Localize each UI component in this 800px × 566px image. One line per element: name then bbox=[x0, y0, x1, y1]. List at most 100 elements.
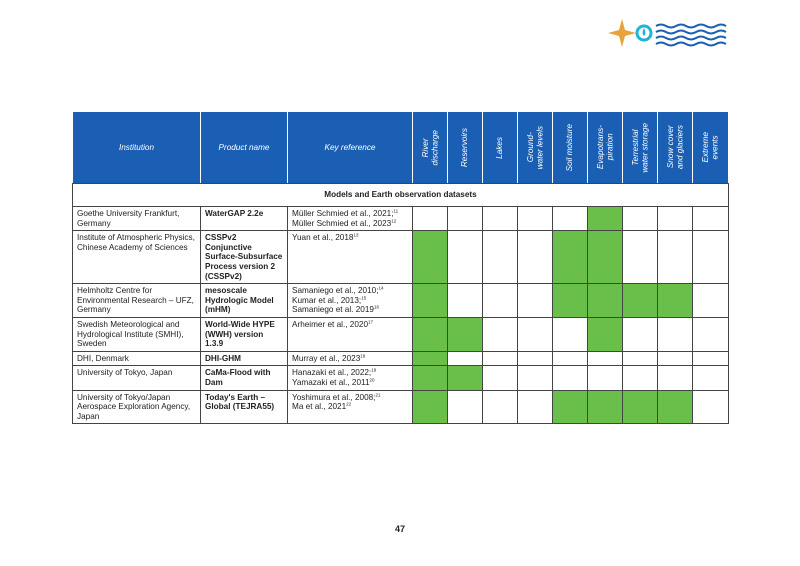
reference-text: Murray et al., 2023 bbox=[292, 353, 361, 363]
coverage-cell bbox=[587, 316, 623, 352]
vertical-label: Lakes bbox=[495, 137, 505, 159]
coverage-cell bbox=[517, 316, 553, 352]
coverage-cell bbox=[482, 230, 518, 285]
coverage-cell bbox=[412, 205, 448, 232]
reference: Yamazaki et al., 201120 bbox=[292, 377, 408, 388]
coverage-cell bbox=[447, 389, 483, 425]
coverage-cell bbox=[552, 350, 588, 367]
coverage-cell bbox=[587, 389, 623, 425]
reference-note: 14 bbox=[378, 285, 384, 291]
column-header: Key reference bbox=[287, 112, 413, 184]
product: CaMa-Flood with Dam bbox=[200, 365, 288, 391]
coverage-cell bbox=[587, 205, 623, 232]
vertical-label: Reservoirs bbox=[460, 128, 470, 167]
indicator-header: Lakes bbox=[482, 112, 518, 184]
reference: Kumar et al., 2013;15 bbox=[292, 295, 408, 306]
coverage-cell bbox=[692, 283, 729, 318]
reference: Hanazaki et al., 2022;19 bbox=[292, 368, 408, 378]
coverage-cell bbox=[482, 365, 518, 391]
coverage-cell bbox=[482, 316, 518, 352]
vertical-label: River discharge bbox=[421, 130, 440, 166]
reference: Yoshimura et al., 2008;21 bbox=[292, 392, 408, 403]
table-row: Helmholtz Centre for Environmental Resea… bbox=[72, 283, 729, 318]
reference-text: Hanazaki et al., 2022; bbox=[292, 368, 372, 378]
coverage-cell bbox=[447, 230, 483, 285]
institution: Helmholtz Centre for Environmental Resea… bbox=[72, 283, 201, 318]
indicator-header: Evapotrans-piration bbox=[587, 112, 623, 184]
label-line: Soil moisture bbox=[565, 123, 575, 172]
product: WaterGAP 2.2e bbox=[200, 205, 288, 232]
coverage-cell bbox=[622, 350, 658, 367]
reference-text: Yoshimura et al., 2008; bbox=[292, 392, 376, 402]
coverage-cell bbox=[447, 365, 483, 391]
reference: Müller Schmied et al., 2021;11 bbox=[292, 209, 408, 219]
page-number: 47 bbox=[394, 524, 405, 534]
reference-text: Samaniego et al., 2010; bbox=[292, 286, 379, 296]
label-line: River bbox=[420, 137, 430, 158]
institution: Institute of Atmospheric Physics, Chines… bbox=[72, 230, 201, 285]
coverage-cell bbox=[517, 205, 553, 232]
coverage-cell bbox=[622, 205, 658, 232]
coverage-cell bbox=[552, 365, 588, 391]
coverage-cell bbox=[412, 230, 448, 285]
label-line: events bbox=[710, 135, 720, 160]
coverage-cell bbox=[587, 230, 623, 285]
label-line: Snow cover bbox=[665, 126, 675, 169]
institution: Swedish Meteorological and Hydrological … bbox=[72, 316, 201, 352]
product: Today's Earth – Global (TEJRA55) bbox=[200, 389, 288, 425]
table-body: Models and Earth observation datasets Goe… bbox=[72, 183, 729, 425]
label-line: Ground- bbox=[525, 132, 535, 163]
reference-note: 15 bbox=[361, 295, 367, 301]
coverage-cell bbox=[587, 283, 623, 318]
vertical-label: Soil moisture bbox=[565, 124, 575, 171]
section-row: Models and Earth observation datasets bbox=[72, 183, 729, 207]
label-line: discharge bbox=[430, 129, 439, 166]
coverage-cell bbox=[692, 350, 729, 367]
reference: Arheimer et al., 202017 bbox=[292, 319, 408, 330]
reference-note: 22 bbox=[346, 401, 352, 407]
table-row: Institute of Atmospheric Physics, Chines… bbox=[72, 230, 729, 285]
reference: Müller Schmied et al., 202312 bbox=[292, 217, 408, 229]
column-header: Product name bbox=[200, 112, 288, 184]
coverage-cell bbox=[657, 205, 693, 232]
header-row: Institution Product name Key reference Rive… bbox=[72, 112, 729, 184]
indicator-header: Snow cover and glaciers bbox=[657, 112, 693, 184]
coverage-cell bbox=[482, 389, 518, 425]
indicator-header: River discharge bbox=[412, 112, 448, 184]
coverage-cell bbox=[447, 205, 483, 232]
references: Murray et al., 202318 bbox=[287, 350, 413, 367]
section-title: Models and Earth observation datasets bbox=[72, 183, 729, 207]
institution: Goethe University Frankfurt, Germany bbox=[72, 205, 201, 232]
coverage-cell bbox=[657, 230, 693, 285]
product: DHI-GHM bbox=[200, 350, 288, 367]
coverage-cell bbox=[692, 316, 729, 352]
vertical-label: Terrestrial water storage bbox=[631, 123, 650, 173]
coverage-cell bbox=[622, 230, 658, 285]
institution: University of Tokyo, Japan bbox=[72, 365, 201, 391]
coverage-cell bbox=[692, 389, 729, 425]
coverage-cell bbox=[622, 389, 658, 425]
coverage-cell bbox=[517, 389, 553, 425]
reference-note: 17 bbox=[368, 319, 374, 325]
indicator-header: Extreme events bbox=[692, 112, 729, 184]
label-line: Terrestrial bbox=[630, 129, 640, 166]
table-row: DHI, Denmark DHI-GHM Murray et al., 202318 bbox=[72, 350, 729, 367]
label-line: Reservoirs bbox=[460, 127, 470, 168]
table-row: University of Tokyo/Japan Aerospace Expl… bbox=[72, 389, 729, 425]
coverage-cell bbox=[447, 316, 483, 352]
label-line: water levels bbox=[535, 125, 544, 170]
coverage-cell bbox=[552, 316, 588, 352]
reference: Ma et al., 202122 bbox=[292, 402, 408, 412]
indicator-header: Terrestrial water storage bbox=[622, 112, 658, 184]
reference-note: 20 bbox=[369, 377, 375, 383]
coverage-cell bbox=[622, 283, 658, 318]
reference-note: 12 bbox=[391, 217, 397, 223]
coverage-cell bbox=[552, 230, 588, 285]
reference-text: Samaniego et al. 2019 bbox=[292, 305, 374, 315]
table-row: Goethe University Frankfurt, Germany Wate… bbox=[72, 205, 729, 232]
coverage-cell bbox=[692, 365, 729, 391]
references: Hanazaki et al., 2022;19 Yamazaki et al.,… bbox=[287, 365, 413, 391]
reference-text: Yuan et al., 2018 bbox=[292, 233, 354, 243]
coverage-cell bbox=[657, 365, 693, 391]
